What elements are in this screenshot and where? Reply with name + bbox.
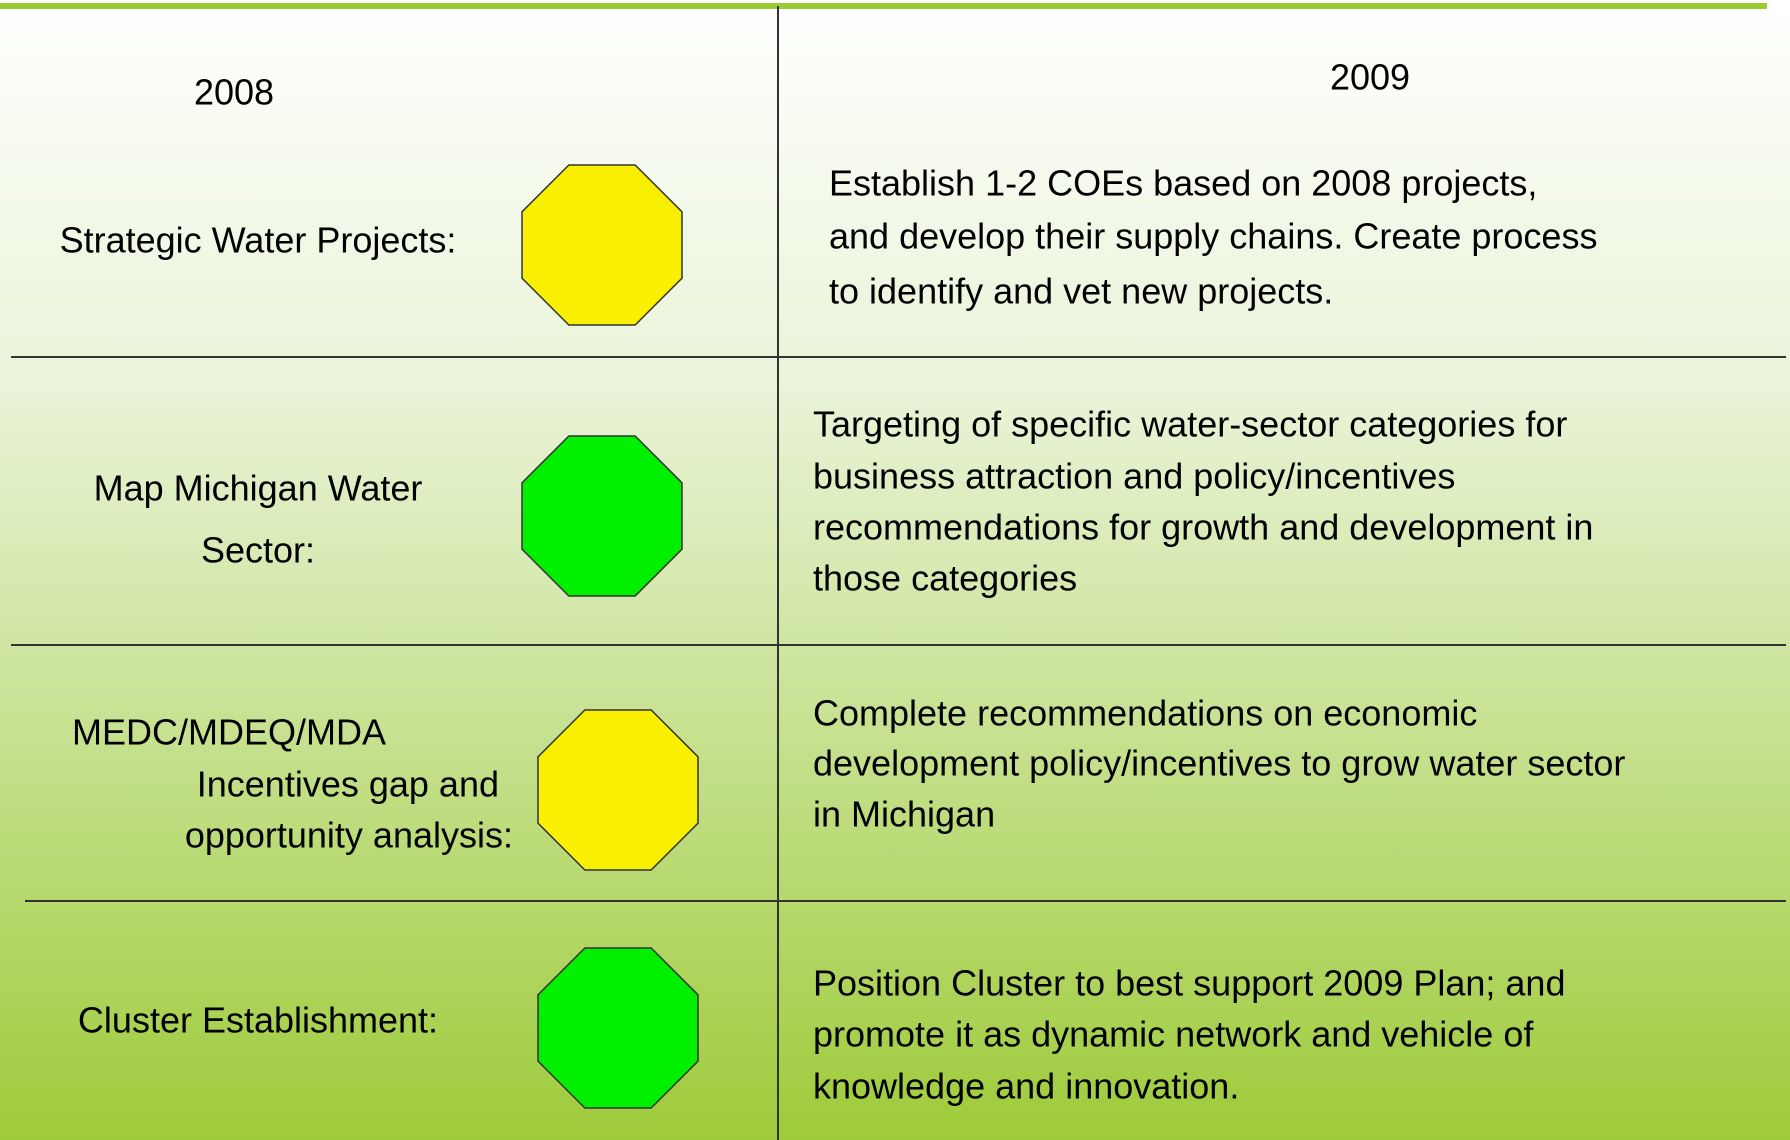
- status-octagon: [521, 164, 683, 326]
- plan-text: those categories: [813, 558, 1077, 599]
- row-label: MEDC/MDEQ/MDA: [72, 712, 386, 753]
- plan-text: and develop their supply chains. Create …: [829, 216, 1597, 257]
- row-label: Incentives gap and: [197, 764, 499, 805]
- plan-text: in Michigan: [813, 794, 995, 835]
- plan-text: knowledge and innovation.: [813, 1066, 1239, 1107]
- plan-text: Complete recommendations on economic: [813, 693, 1477, 734]
- status-octagon: [521, 435, 683, 597]
- row-label: Map Michigan Water: [94, 468, 423, 509]
- plan-text: to identify and vet new projects.: [829, 271, 1333, 312]
- top-rule: [0, 3, 1767, 9]
- plan-text: recommendations for growth and developme…: [813, 507, 1593, 548]
- row-label: Cluster Establishment:: [78, 1000, 438, 1041]
- plan-text: Targeting of specific water-sector categ…: [813, 404, 1567, 445]
- row-label: opportunity analysis:: [185, 815, 513, 856]
- row-label: Strategic Water Projects:: [60, 220, 457, 261]
- plan-text: Establish 1-2 COEs based on 2008 project…: [829, 163, 1537, 204]
- plan-text: promote it as dynamic network and vehicl…: [813, 1014, 1534, 1055]
- status-octagon: [537, 947, 699, 1109]
- plan-text: development policy/incentives to grow wa…: [813, 743, 1625, 784]
- status-octagon: [537, 709, 699, 871]
- plan-text: Position Cluster to best support 2009 Pl…: [813, 963, 1565, 1004]
- column-header: 2008: [194, 72, 274, 113]
- column-header: 2009: [1330, 57, 1410, 98]
- row-label: Sector:: [201, 530, 315, 571]
- plan-text: business attraction and policy/incentive…: [813, 456, 1455, 497]
